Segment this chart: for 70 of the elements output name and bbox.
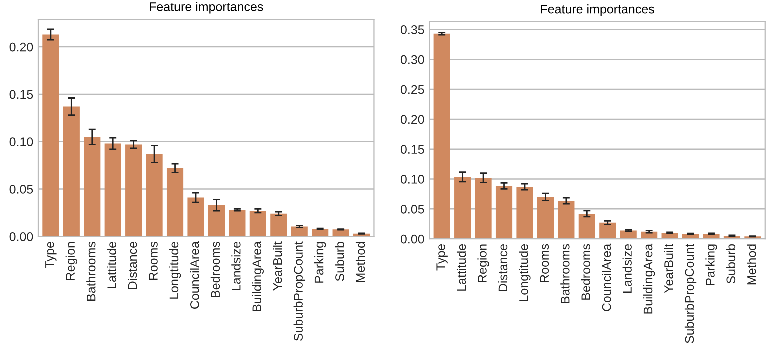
x-tick-label: Bathrooms [86, 242, 96, 301]
bar [516, 187, 534, 240]
x-tick-label: YearBuilt [273, 242, 282, 291]
bar [104, 144, 122, 237]
y-tick-label: 0.05 [10, 185, 34, 194]
y-tick-label: 0.00 [10, 232, 34, 242]
bar [434, 34, 450, 240]
x-tick-label: Parking [314, 242, 326, 283]
y-tick-label: 0.15 [400, 145, 424, 154]
y-tick-label: 0.35 [400, 26, 424, 34]
x-tick-label: SuburbPropCount [294, 242, 306, 342]
x-tick-label: Landsize [622, 244, 632, 293]
y-tick-label: 0.15 [10, 90, 34, 100]
x-tick-label: SuburbPropCount [684, 244, 697, 343]
bar [578, 214, 596, 240]
bar [42, 34, 60, 237]
bar [250, 211, 266, 237]
y-tick-label: 0.05 [400, 204, 424, 214]
bar [84, 137, 101, 237]
x-tick-label: Rooms [540, 244, 550, 282]
bar [475, 178, 492, 240]
x-tick-label: Bedrooms [210, 242, 220, 298]
bar [208, 205, 226, 237]
y-tick-label: 0.10 [10, 138, 34, 147]
bar [291, 226, 308, 237]
bar [558, 201, 575, 240]
bar [166, 168, 184, 237]
y-tick-label: 0.20 [400, 115, 424, 124]
x-tick-label: Longtitude [169, 242, 182, 299]
x-tick-label: BuildingArea [252, 242, 264, 312]
x-tick-label: Suburb [335, 242, 344, 282]
x-tick-label: Type [46, 242, 57, 268]
x-tick-label: Bedrooms [581, 244, 591, 300]
bar [537, 197, 554, 240]
bar [496, 186, 513, 240]
x-tick-label: Suburb [726, 244, 736, 284]
x-tick-label: Method [747, 244, 756, 285]
y-tick-label: 0.00 [400, 234, 424, 244]
x-tick-label: Rooms [149, 242, 158, 280]
bar [600, 222, 616, 240]
x-tick-label: Region [478, 244, 490, 283]
x-tick-label: Method [356, 242, 366, 282]
bar [188, 198, 204, 237]
bar [146, 154, 163, 237]
bar [229, 210, 246, 237]
x-tick-label: CouncilArea [602, 244, 612, 312]
x-tick-label: Landsize [232, 242, 241, 291]
x-tick-label: Lattitude [107, 242, 116, 288]
x-tick-label: Longtitude [519, 244, 531, 302]
bar [63, 106, 80, 237]
x-tick-label: BuildingArea [644, 244, 656, 314]
x-tick-label: YearBuilt [664, 244, 674, 294]
x-tick-label: Region [66, 242, 78, 280]
chart-title: Feature importances [150, 2, 264, 14]
bar [454, 177, 472, 240]
y-tick-label: 0.20 [10, 42, 34, 52]
x-tick-label: Distance [498, 244, 508, 292]
bar [126, 144, 142, 237]
y-tick-label: 0.10 [400, 175, 424, 184]
x-tick-label: Parking [706, 244, 718, 286]
x-tick-label: CouncilArea [190, 242, 200, 309]
x-tick-label: Bathrooms [560, 244, 570, 304]
x-tick-label: Lattitude [456, 244, 466, 291]
y-tick-label: 0.25 [400, 85, 424, 94]
bar [270, 214, 288, 237]
x-tick-label: Distance [128, 242, 138, 290]
y-tick-label: 0.30 [400, 55, 424, 64]
x-tick-label: Type [436, 244, 448, 271]
chart-title: Feature importances [541, 4, 654, 16]
bar [620, 230, 637, 240]
